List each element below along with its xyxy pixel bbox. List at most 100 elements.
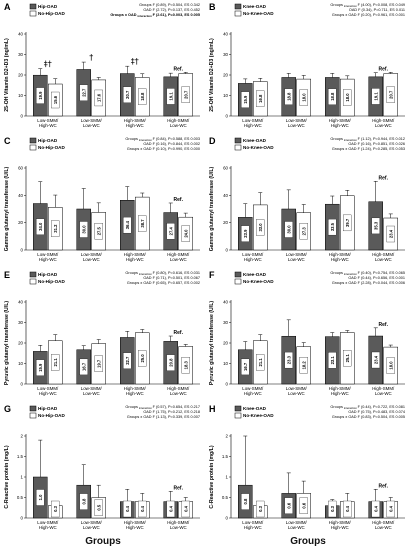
value-label-box <box>94 355 103 372</box>
value-label: 31.2 <box>53 224 58 233</box>
category-label: Low-WC <box>83 123 100 128</box>
category-label: High-WC <box>126 391 144 396</box>
value-label-box <box>36 87 45 104</box>
category-label: Low-WC <box>375 257 392 262</box>
y-tick-label: 20 <box>18 341 23 346</box>
value-label-box <box>256 219 265 236</box>
stat-line: Groups x OAD F (2.28), P=0.044, ES 0.006 <box>332 281 405 285</box>
value-label: 21.1 <box>258 358 263 367</box>
panel-a: A Hip-OAD No-Hip-OAD Groups F (0.89), P=0.5… <box>4 2 200 128</box>
legend-label: Hip-OAD <box>38 138 58 143</box>
reference-label: Ref. <box>174 66 184 72</box>
y-tick-label: 30 <box>223 52 228 57</box>
stat-line: Groups x OAD F (0.20), P=0.961, ES 0.001 <box>332 13 405 17</box>
value-label: 38.7 <box>140 219 145 228</box>
category-label: High-SMM/ <box>372 252 395 257</box>
value-label-box <box>343 214 352 232</box>
value-label: 0.5 <box>96 504 101 510</box>
category-label: Low-WC <box>170 525 187 530</box>
value-label: 22.7 <box>81 88 86 97</box>
y-tick-label: 1.5 <box>17 454 24 459</box>
value-label-box <box>181 225 190 242</box>
value-label-box <box>36 489 45 506</box>
y-axis-label: Pyruvic glutamyl transferase (U/L) <box>4 301 10 385</box>
value-label: 33.5 <box>330 222 335 231</box>
value-label: 18.8 <box>286 92 291 101</box>
legend-swatch <box>234 144 242 151</box>
value-label: 0.4 <box>373 505 378 511</box>
value-label: 0.4 <box>140 505 145 511</box>
value-label: 0.4 <box>125 505 130 511</box>
panel-e: E Hip-OAD No-Hip-OAD Groups interaction F (… <box>4 270 200 396</box>
legend-label: Hip-OAD <box>38 406 58 411</box>
stat-line: Groups x OAD F (1.13), P=0.339, ES 0.007 <box>127 415 200 419</box>
category-label: Low-SMM/ <box>37 118 59 123</box>
y-tick-label: 60 <box>223 166 228 171</box>
y-tick-label: 40 <box>223 193 228 198</box>
legend-label: Hip-OAD <box>38 4 58 9</box>
legend-label: No-Hip-OAD <box>38 279 65 284</box>
panel-f: F Knee-OAD No-Knee-OAD Groups interaction F… <box>209 270 405 396</box>
value-label-box <box>371 217 380 235</box>
value-label: 23.3 <box>286 355 291 364</box>
value-label: 39.7 <box>345 218 350 227</box>
value-label-box <box>123 352 132 369</box>
y-axis-label: C-Reactive protein (mg/L) <box>4 445 10 508</box>
category-label: High-SMM/ <box>124 118 147 123</box>
y-tick-label: 30 <box>18 52 23 57</box>
legend-swatch <box>29 278 37 285</box>
value-label-box <box>343 350 352 367</box>
value-label: 19.7 <box>96 359 101 368</box>
value-label-box <box>241 225 250 242</box>
panel-label: H <box>209 404 216 414</box>
value-label: 0.6 <box>301 502 306 508</box>
value-label: 0.4 <box>388 505 393 511</box>
category-label: Low-WC <box>83 257 100 262</box>
category-label: Low-WC <box>288 391 305 396</box>
value-label: 16.7 <box>81 362 86 371</box>
value-label: 0.3 <box>330 505 335 511</box>
value-label: 18.0 <box>301 93 306 102</box>
value-label-box <box>284 497 293 514</box>
panel-d: D Knee-OAD No-Knee-OAD Groups interaction F… <box>209 136 405 262</box>
value-label-box <box>123 216 132 234</box>
reference-label: Ref. <box>379 66 389 72</box>
value-label-box <box>94 499 103 516</box>
value-label-box <box>256 500 265 518</box>
value-label: 18.2 <box>301 361 306 370</box>
category-label: High-WC <box>126 123 144 128</box>
y-axis-label: Pyruvic glutamyl transferase (U/L) <box>209 301 215 385</box>
value-label-box <box>343 500 352 518</box>
y-tick-label: 20 <box>18 220 23 225</box>
y-tick-label: 2 <box>21 434 24 439</box>
category-label: Low-SMM/ <box>286 520 308 525</box>
legend-swatch <box>29 3 37 10</box>
y-tick-label: 10 <box>18 93 23 98</box>
reference-label: Ref. <box>174 330 184 336</box>
legend-label: No-Hip-OAD <box>38 11 65 16</box>
value-label: 35.3 <box>373 221 378 230</box>
category-label: High-SMM/ <box>124 520 147 525</box>
value-label-box <box>241 91 250 108</box>
value-label: 0.4 <box>345 505 350 511</box>
value-label: 23.1 <box>330 356 335 365</box>
value-label-box <box>94 223 103 240</box>
category-label: Low-SMM/ <box>242 386 264 391</box>
stat-line: Groups interaction F (1.12), P=0.944, ES… <box>330 137 405 142</box>
value-label: 18.0 <box>388 361 393 370</box>
stat-line: Groups F (0.89), P=0.504, ES 0.342 <box>139 3 200 7</box>
value-label-box <box>181 86 190 103</box>
value-label-box <box>284 221 293 238</box>
legend-swatch <box>234 10 242 17</box>
panel-label: A <box>4 2 11 12</box>
category-label: Low-SMM/ <box>242 118 264 123</box>
legend-swatch <box>29 405 37 412</box>
stat-line: Groups x OAD interaction F (2.61), P=0.0… <box>110 13 200 18</box>
value-label-box <box>386 500 395 518</box>
reference-label: Ref. <box>379 322 389 328</box>
legend-swatch <box>29 271 37 278</box>
value-label-box <box>328 88 337 105</box>
reference-label: Ref. <box>174 485 184 491</box>
category-label: High-WC <box>39 525 57 530</box>
value-label-box <box>79 358 88 376</box>
